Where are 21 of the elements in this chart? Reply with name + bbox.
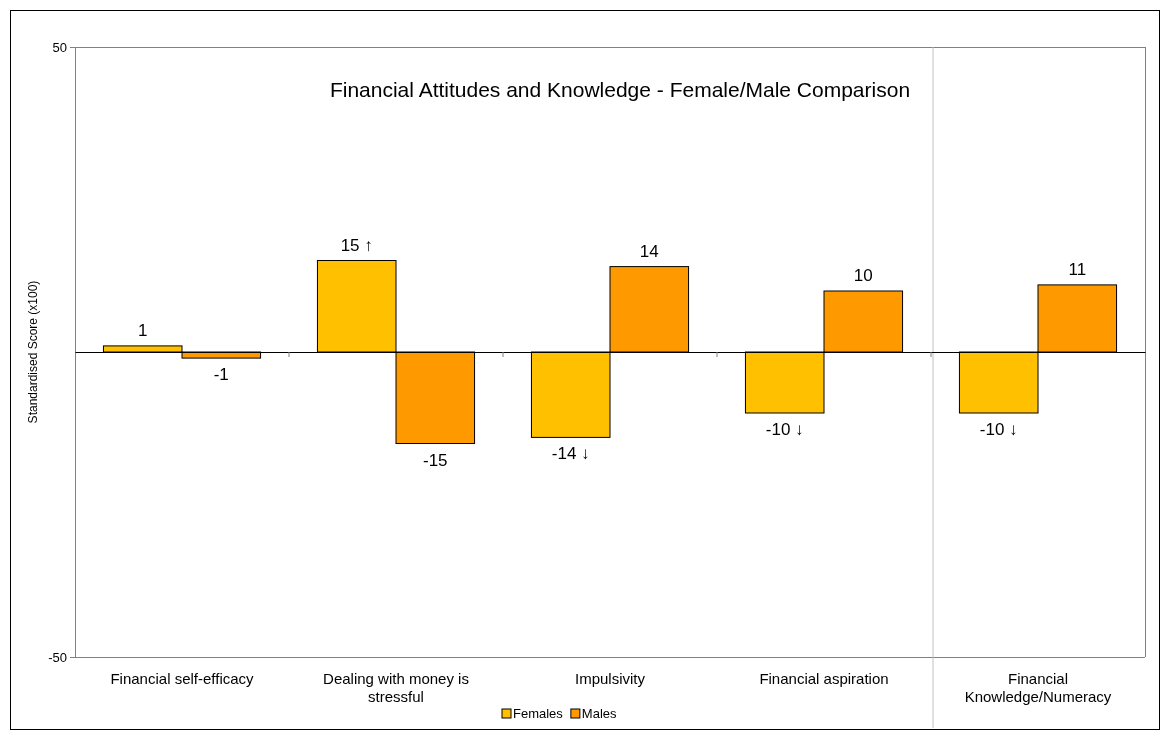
y-tick-label: 50: [52, 39, 67, 55]
data-label: -10 ↓: [765, 420, 804, 439]
legend-label: Males: [581, 706, 618, 721]
x-tick-label: Dealing with money is stressful: [323, 670, 469, 705]
text: Financial Attitudes and Knowledge - Female/Male Comparison: [329, 78, 911, 101]
data-label: 14: [639, 241, 659, 261]
data-label: -14 ↓: [551, 444, 590, 464]
data-label: 15 ↑: [340, 235, 373, 255]
x-tick-label: Financial aspiration: [759, 670, 889, 687]
data-label: -15: [422, 450, 448, 470]
data-label: 10: [853, 266, 873, 285]
x-tick-label: Financial Knowledge/Numeracy: [964, 670, 1112, 705]
data-label: -10 ↓: [979, 420, 1018, 439]
data-label: 1: [137, 320, 148, 340]
data-label: 11: [1068, 259, 1087, 279]
x-tick-label: Financial self-efficacy: [110, 670, 255, 687]
data-label: -1: [213, 365, 229, 385]
y-tick-label: -50: [48, 649, 67, 665]
y-axis-title: Standardised Score (x100): [26, 280, 40, 424]
legend-label: Females: [513, 706, 564, 721]
x-tick-label: Impulsivity: [574, 670, 646, 687]
